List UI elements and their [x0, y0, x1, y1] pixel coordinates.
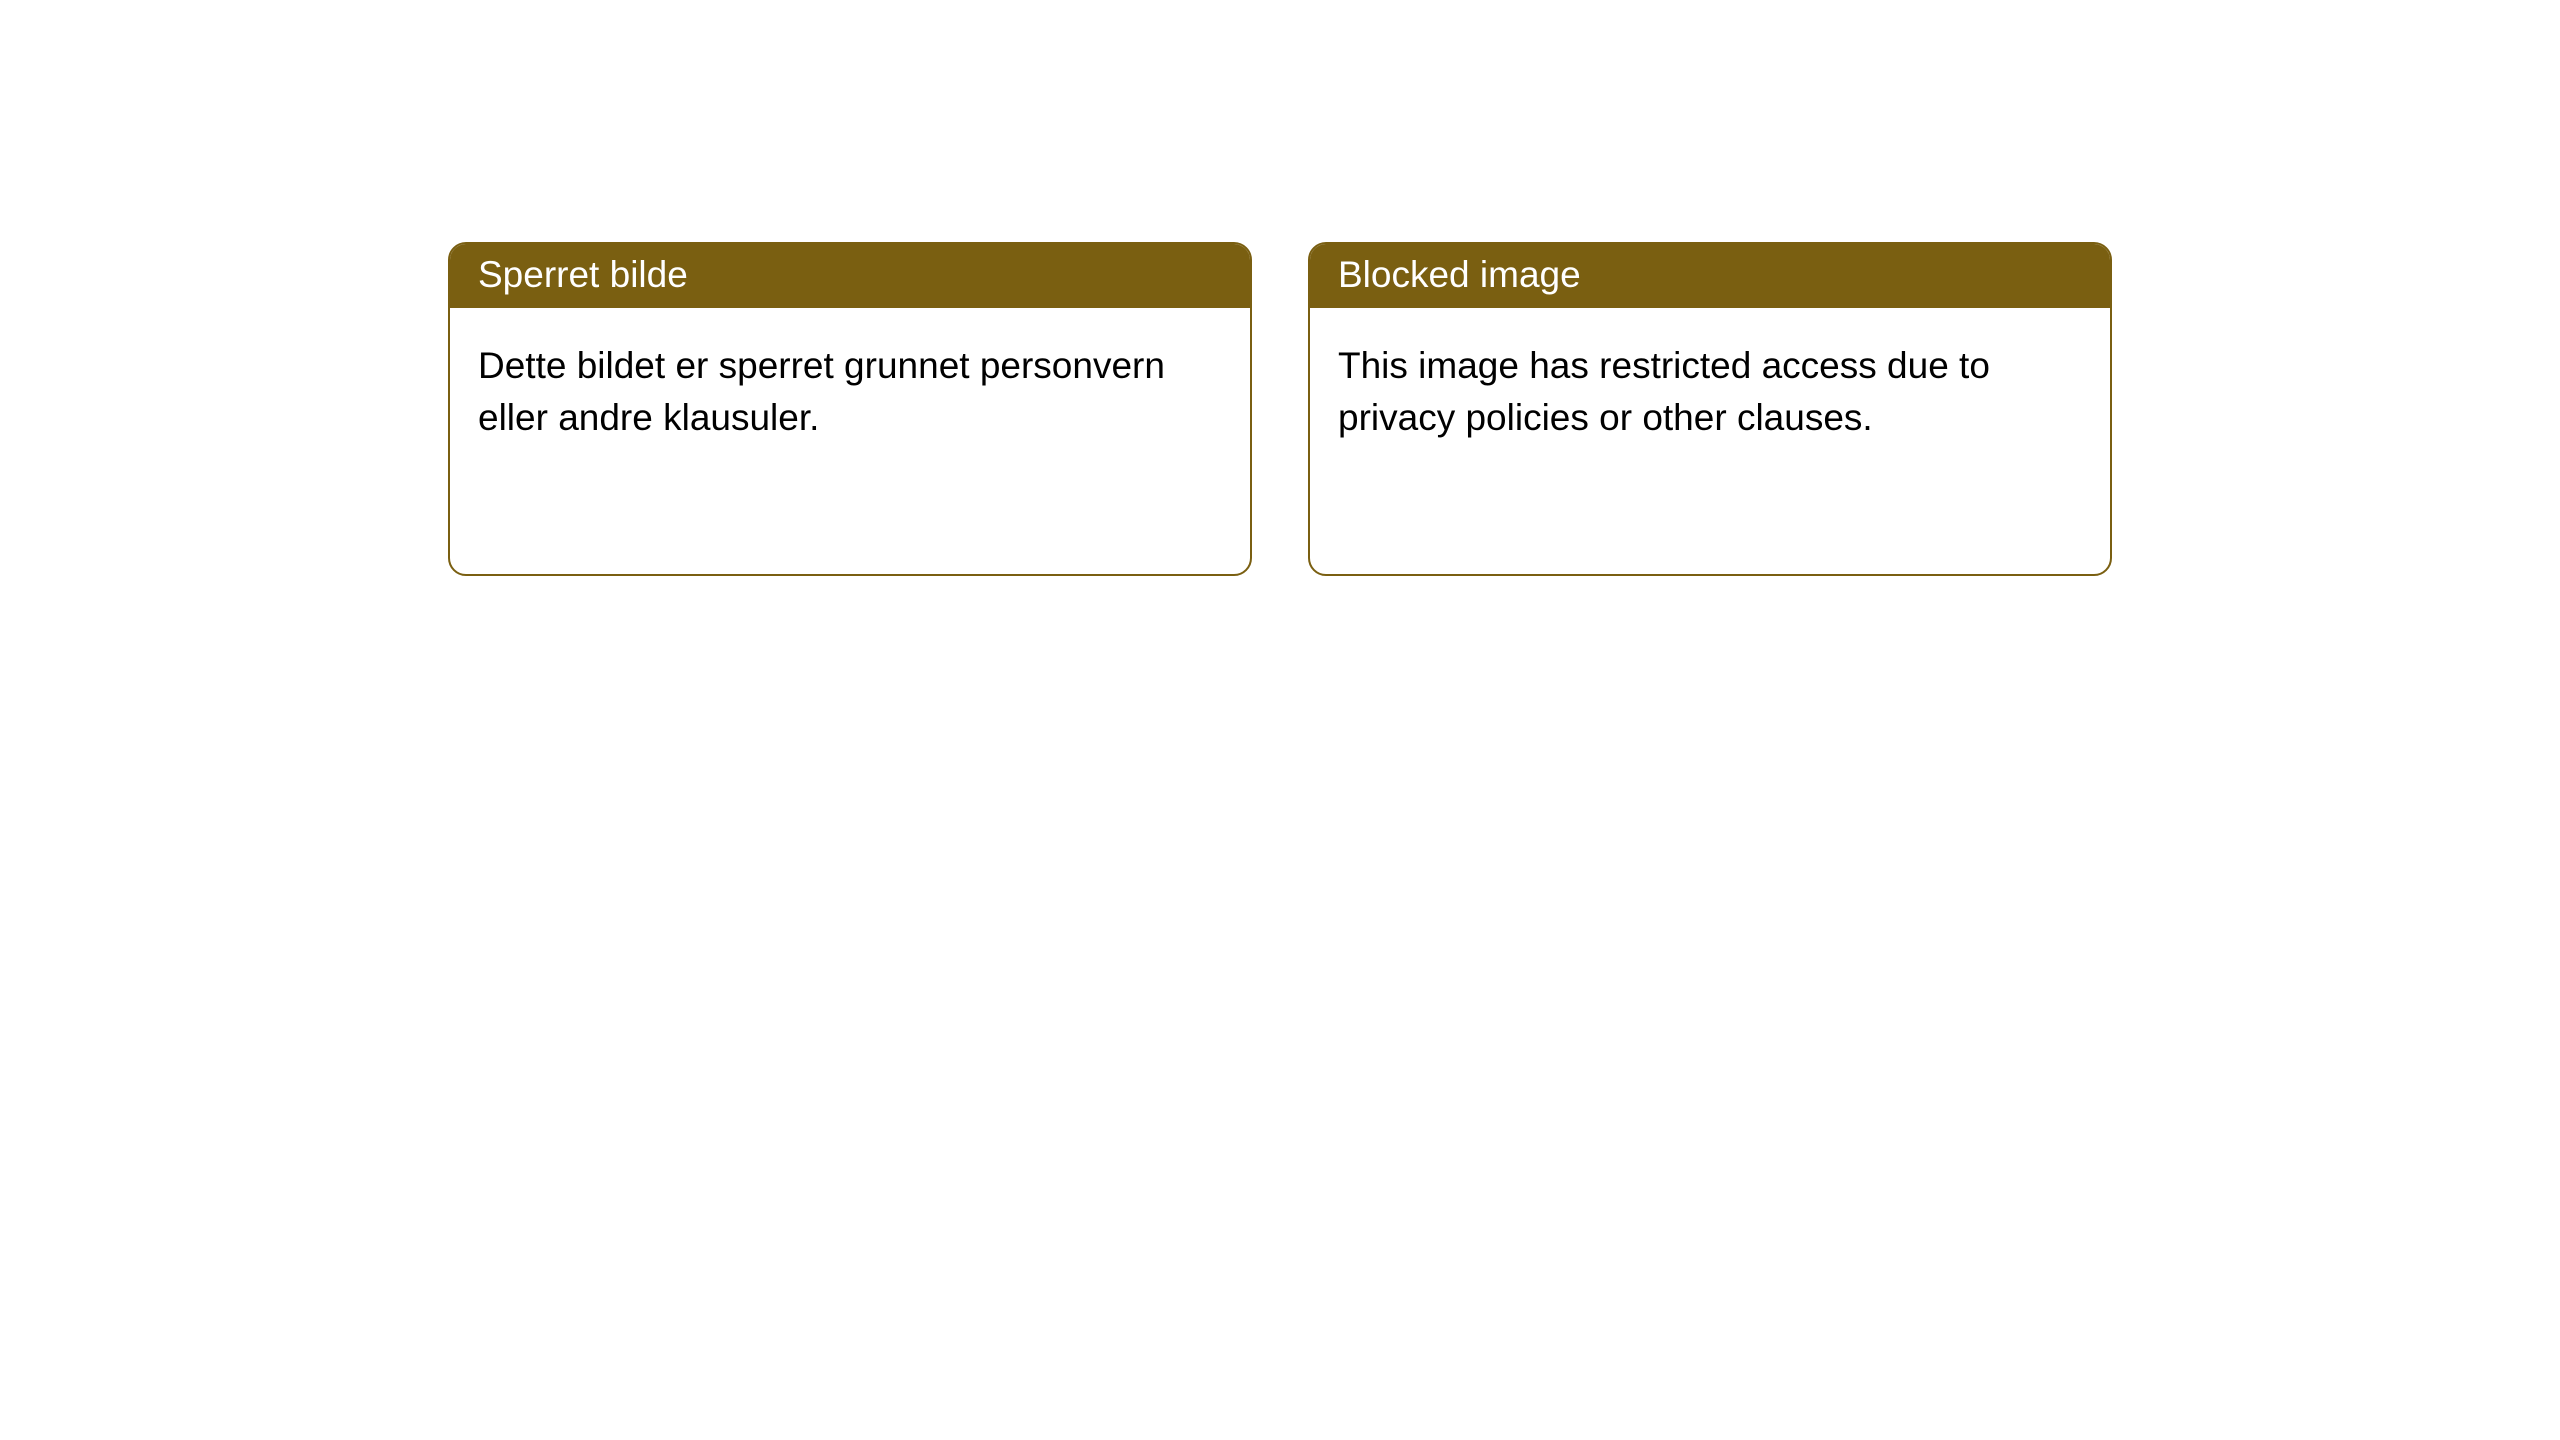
notice-card-english: Blocked image This image has restricted …	[1308, 242, 2112, 576]
notice-card-title: Blocked image	[1310, 244, 2110, 308]
notice-card-title: Sperret bilde	[450, 244, 1250, 308]
notice-container: Sperret bilde Dette bildet er sperret gr…	[448, 242, 2112, 576]
notice-card-body: This image has restricted access due to …	[1310, 308, 2110, 476]
notice-card-body: Dette bildet er sperret grunnet personve…	[450, 308, 1250, 476]
notice-card-norwegian: Sperret bilde Dette bildet er sperret gr…	[448, 242, 1252, 576]
